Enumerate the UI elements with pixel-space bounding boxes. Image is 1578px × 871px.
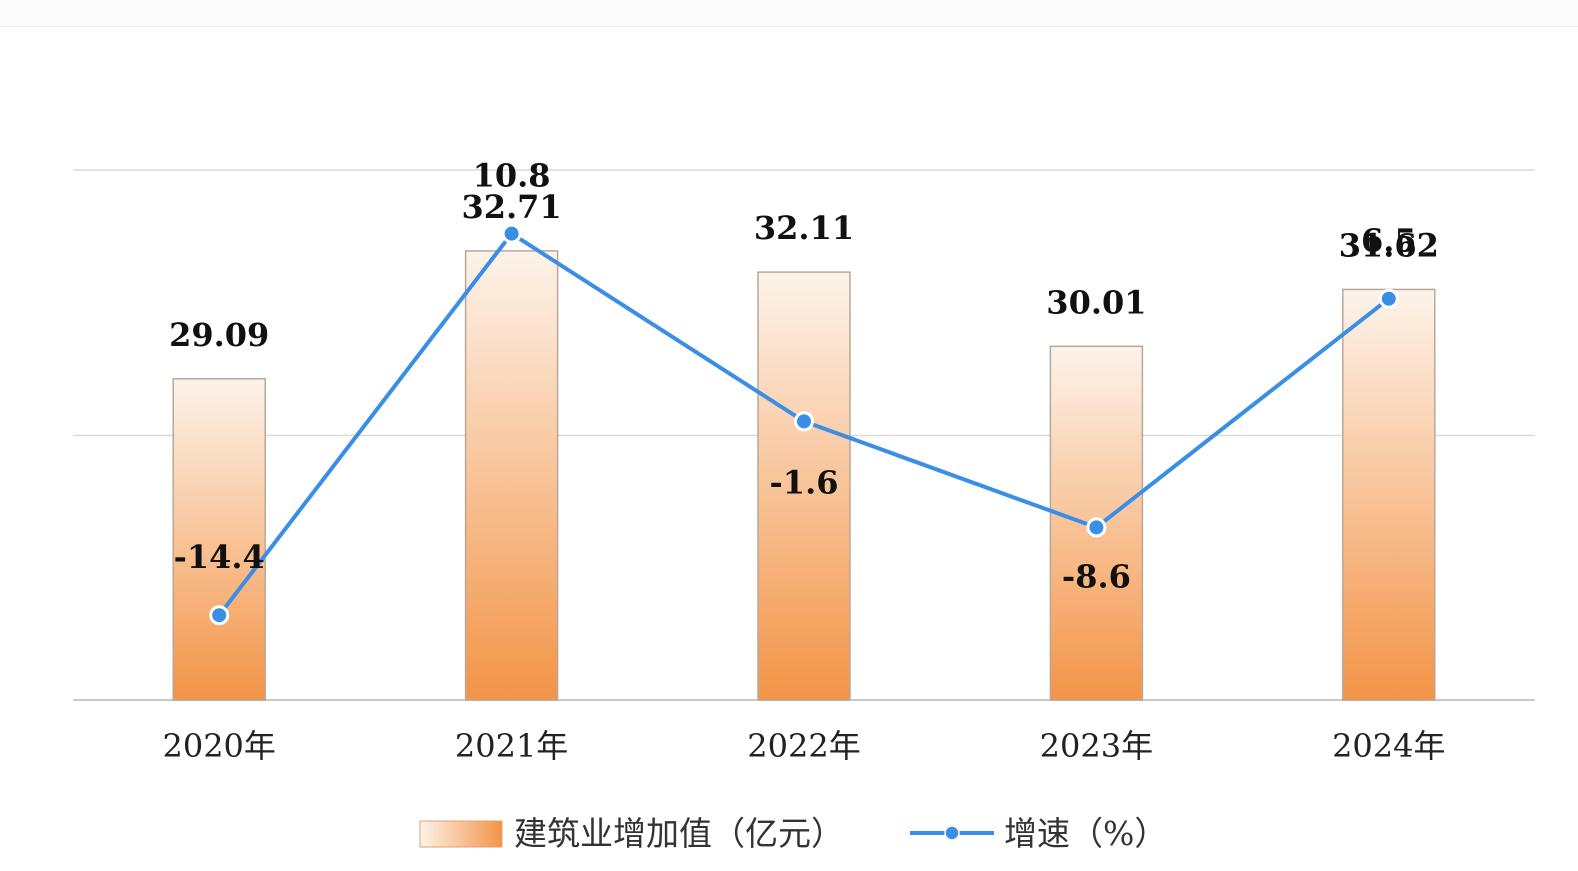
bar bbox=[172, 378, 266, 701]
rate-value-label: 6.5 bbox=[1361, 222, 1417, 260]
legend-bar-swatch bbox=[419, 820, 503, 848]
rate-point bbox=[794, 411, 814, 432]
bar bbox=[464, 250, 559, 701]
x-tick-label: 2023年 bbox=[1040, 727, 1153, 765]
bar-series bbox=[172, 250, 1436, 701]
legend-line-label: 增速（%） bbox=[1004, 814, 1167, 853]
rate-point bbox=[1086, 517, 1107, 538]
legend: 建筑业增加值（亿元） 增速（%） bbox=[419, 814, 1167, 853]
bar-value-label: 30.01 bbox=[1046, 283, 1146, 321]
top-strip bbox=[0, 0, 1578, 27]
legend-line-marker bbox=[944, 825, 960, 841]
bar bbox=[1342, 288, 1436, 701]
rate-value-label: -1.6 bbox=[770, 463, 839, 501]
bar bbox=[757, 271, 851, 701]
x-axis-tick-labels: 2020年 2021年 2022年 2023年 2024年 bbox=[162, 727, 1445, 765]
x-tick-label: 2024年 bbox=[1332, 727, 1445, 765]
rate-data-labels: -14.4 10.8 -1.6 -8.6 6.5 bbox=[174, 157, 1417, 596]
x-tick-label: 2021年 bbox=[455, 727, 568, 765]
rate-series bbox=[209, 223, 1399, 626]
rate-point bbox=[1378, 288, 1399, 309]
rate-point bbox=[501, 223, 522, 244]
rate-value-label: -14.4 bbox=[174, 538, 265, 576]
bar-value-label: 29.09 bbox=[169, 316, 269, 354]
rate-value-label: 10.8 bbox=[473, 157, 551, 195]
legend-bar-label: 建筑业增加值（亿元） bbox=[514, 814, 844, 853]
bar-value-label: 31.62 bbox=[1339, 226, 1439, 264]
rate-point bbox=[209, 605, 230, 626]
bar-data-labels: 29.09 32.71 32.11 30.01 31.62 bbox=[169, 188, 1439, 354]
bar-value-label: 32.11 bbox=[754, 209, 854, 247]
bar-value-label: 32.71 bbox=[461, 188, 561, 226]
x-tick-label: 2020年 bbox=[162, 727, 275, 765]
x-tick-label: 2022年 bbox=[747, 727, 860, 765]
rate-value-label: -8.6 bbox=[1062, 557, 1131, 595]
